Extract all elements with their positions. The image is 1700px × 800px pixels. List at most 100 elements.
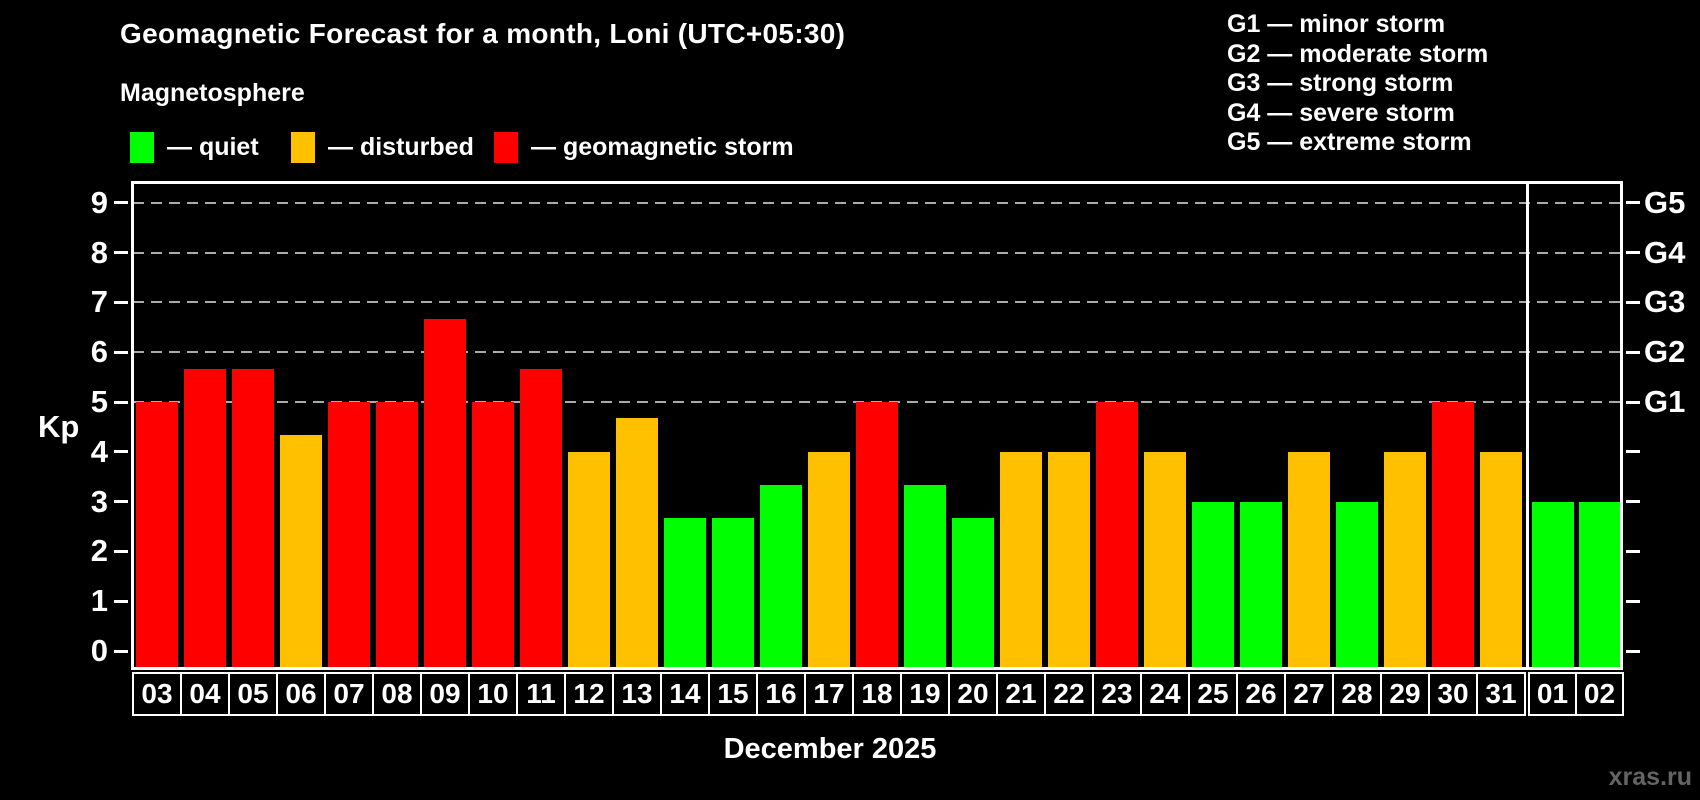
kp-bar-day-05 <box>232 368 274 668</box>
legend-item-disturbed: — disturbed <box>291 131 474 163</box>
kp-bar-day-25 <box>1192 501 1234 668</box>
g-legend-line: G2 — moderate storm <box>1227 39 1489 68</box>
kp-tick-label-8: 8 <box>90 234 108 270</box>
day-label-14: 14 <box>660 672 710 716</box>
day-label-10: 10 <box>468 672 518 716</box>
legend-item-storm: — geomagnetic storm <box>494 131 794 163</box>
watermark: xras.ru <box>1608 763 1692 791</box>
kp-bar-day-12 <box>568 451 610 668</box>
day-label-15: 15 <box>708 672 758 716</box>
gridline-kp9 <box>133 201 1623 204</box>
y-axis-label: Kp <box>38 409 80 444</box>
day-label-24: 24 <box>1140 672 1190 716</box>
kp-bar-day-28 <box>1336 501 1378 668</box>
kp-bar-day-02 <box>1578 501 1621 668</box>
left-axis-tick-0 <box>114 649 128 653</box>
kp-bar-day-22 <box>1048 451 1090 668</box>
day-label-26: 26 <box>1236 672 1286 716</box>
kp-bar-day-23 <box>1096 402 1138 668</box>
kp-bar-day-13 <box>616 418 658 668</box>
kp-tick-label-5: 5 <box>90 384 108 419</box>
left-axis-tick-6 <box>114 350 128 354</box>
kp-bar-day-01 <box>1531 501 1574 668</box>
day-label-16: 16 <box>756 672 806 716</box>
left-axis-tick-4 <box>114 450 128 454</box>
kp-bar-day-29 <box>1384 451 1426 668</box>
month-label: December 2025 <box>723 733 937 765</box>
left-axis-tick-9 <box>114 201 128 205</box>
day-label-23: 23 <box>1092 672 1142 716</box>
magnetosphere-label: Magnetosphere <box>120 79 305 107</box>
left-axis-tick-2 <box>114 549 128 553</box>
kp-bar-day-20 <box>952 518 994 668</box>
legend-label-storm: — geomagnetic storm <box>531 132 794 161</box>
day-label-31: 31 <box>1476 672 1526 716</box>
kp-bar-day-30 <box>1432 402 1474 668</box>
day-label-08: 08 <box>372 672 422 716</box>
right-axis-tick-7 <box>1626 300 1640 304</box>
gridline-kp7 <box>133 301 1623 304</box>
gridline-kp8 <box>133 251 1623 254</box>
g-legend-line: G3 — strong storm <box>1227 69 1454 97</box>
day-label-07: 07 <box>324 672 374 716</box>
kp-tick-label-2: 2 <box>90 533 108 569</box>
day-label-09: 09 <box>420 672 470 716</box>
legend-swatch-quiet <box>130 131 154 163</box>
kp-bar-day-07 <box>328 402 370 668</box>
legend-label-quiet: — quiet <box>167 132 259 161</box>
kp-bar-day-18 <box>856 402 898 668</box>
g-level-label-G4: G4 <box>1644 234 1686 270</box>
kp-bar-day-10 <box>472 402 514 668</box>
kp-bar-day-04 <box>184 368 226 668</box>
day-label-27: 27 <box>1284 672 1334 716</box>
day-label-25: 25 <box>1188 672 1238 716</box>
right-axis-tick-2 <box>1626 549 1640 553</box>
plot-frame <box>131 181 1623 670</box>
left-axis-tick-8 <box>114 251 128 255</box>
kp-bar-day-15 <box>712 518 754 668</box>
kp-bar-day-09 <box>424 318 466 668</box>
kp-bar-day-11 <box>520 368 562 668</box>
day-label-17: 17 <box>804 672 854 716</box>
day-label-01: 01 <box>1528 672 1577 716</box>
kp-tick-label-9: 9 <box>90 184 108 220</box>
kp-bar-day-08 <box>376 402 418 668</box>
g-scale-legend: G1 — minor storm G2 — moderate storm G3 — … <box>1227 10 1488 158</box>
right-axis-tick-1 <box>1626 599 1640 603</box>
day-label-02: 02 <box>1575 672 1624 716</box>
day-label-30: 30 <box>1428 672 1478 716</box>
right-axis-tick-4 <box>1626 450 1640 454</box>
day-label-28: 28 <box>1332 672 1382 716</box>
day-label-04: 04 <box>180 672 230 716</box>
day-label-03: 03 <box>132 672 182 716</box>
kp-bar-day-27 <box>1288 451 1330 668</box>
day-label-12: 12 <box>564 672 614 716</box>
kp-tick-label-3: 3 <box>90 483 108 519</box>
g-legend-line: G1 — minor storm <box>1227 10 1446 38</box>
left-axis-tick-1 <box>114 599 128 603</box>
kp-tick-label-7: 7 <box>90 284 108 320</box>
kp-bar-day-31 <box>1480 451 1522 668</box>
legend-item-quiet: — quiet <box>130 131 259 163</box>
kp-bar-day-14 <box>664 518 706 668</box>
day-label-21: 21 <box>996 672 1046 716</box>
kp-tick-label-1: 1 <box>90 583 108 619</box>
g-level-label-G2: G2 <box>1644 334 1686 370</box>
left-axis-tick-3 <box>114 500 128 504</box>
kp-bar-day-17 <box>808 451 850 668</box>
kp-tick-label-4: 4 <box>90 433 108 469</box>
right-axis-tick-6 <box>1626 350 1640 354</box>
legend-swatch-disturbed <box>291 131 315 163</box>
day-label-05: 05 <box>228 672 278 716</box>
kp-tick-label-6: 6 <box>90 334 108 370</box>
right-axis-tick-9 <box>1626 201 1640 205</box>
legend-swatch-storm <box>494 131 518 163</box>
g-legend-line: G5 — extreme storm <box>1227 128 1472 156</box>
g-level-label-G5: G5 <box>1644 184 1686 220</box>
gridline-kp6 <box>133 351 1623 354</box>
day-label-22: 22 <box>1044 672 1094 716</box>
g-level-label-G3: G3 <box>1644 284 1686 320</box>
kp-tick-label-0: 0 <box>90 633 108 668</box>
kp-bar-day-26 <box>1240 501 1282 668</box>
right-axis-tick-8 <box>1626 251 1640 255</box>
